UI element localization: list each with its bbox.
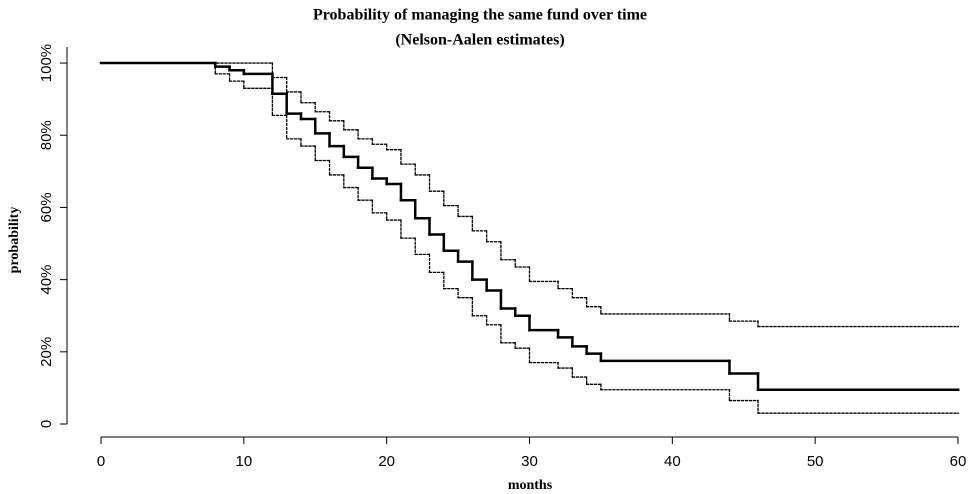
y-tick-label: 40% bbox=[38, 265, 55, 295]
x-tick-label: 0 bbox=[97, 453, 105, 470]
x-tick-label: 60 bbox=[950, 453, 967, 470]
y-tick-label: 80% bbox=[38, 120, 55, 150]
x-axis-label: months bbox=[508, 478, 553, 493]
x-tick-label: 30 bbox=[521, 453, 538, 470]
y-axis-label: probability bbox=[7, 207, 22, 274]
x-tick-label: 20 bbox=[378, 453, 395, 470]
y-tick-label: 100% bbox=[38, 44, 55, 82]
x-tick-label: 50 bbox=[807, 453, 824, 470]
x-tick-label: 40 bbox=[664, 453, 681, 470]
chart-title: Probability of managing the same fund ov… bbox=[313, 7, 647, 24]
chart-subtitle: (Nelson-Aalen estimates) bbox=[395, 32, 564, 49]
x-tick-label: 10 bbox=[235, 453, 252, 470]
y-tick-label: 20% bbox=[38, 337, 55, 367]
y-tick-label: 60% bbox=[38, 192, 55, 222]
y-tick-label: 0 bbox=[38, 420, 55, 428]
